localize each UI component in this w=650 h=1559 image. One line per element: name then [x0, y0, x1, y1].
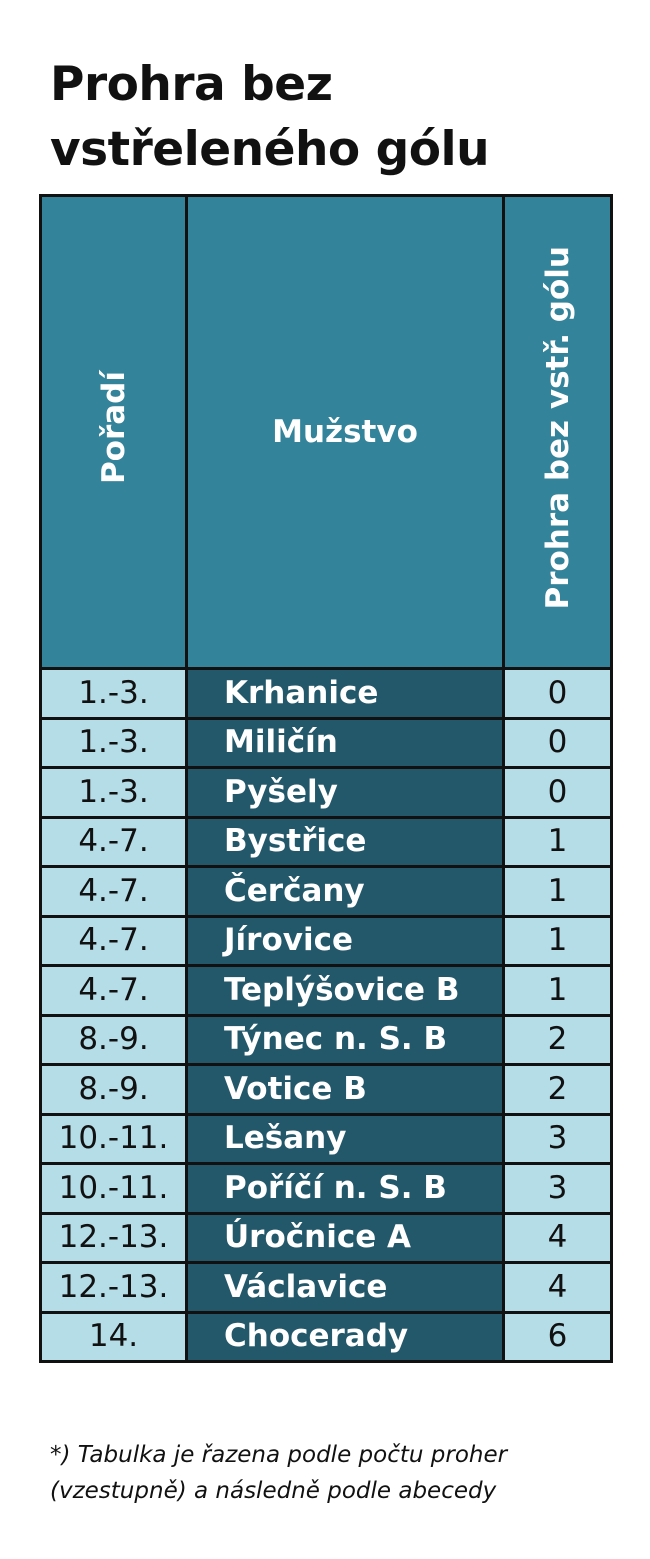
team-cell: Bystřice — [185, 815, 505, 868]
team-cell: Lešany — [185, 1112, 505, 1165]
rank-cell: 4.-7. — [39, 865, 188, 918]
value-cell: 0 — [502, 667, 613, 720]
column-header-rank: Pořadí — [39, 194, 188, 670]
team-cell: Poříčí n. S. B — [185, 1162, 505, 1215]
table-row: 4.-7. Čerčany 1 — [39, 865, 613, 918]
team-cell: Miličín — [185, 716, 505, 769]
column-header-team: Mužstvo — [185, 194, 505, 670]
team-cell: Pyšely — [185, 766, 505, 819]
rank-cell: 1.-3. — [39, 716, 188, 769]
rank-cell: 8.-9. — [39, 1063, 188, 1116]
value-cell: 4 — [502, 1211, 613, 1264]
table-row: 12.-13. Václavice 4 — [39, 1261, 613, 1314]
team-cell: Václavice — [185, 1261, 505, 1314]
value-cell: 1 — [502, 815, 613, 868]
value-cell: 4 — [502, 1261, 613, 1314]
rank-cell: 14. — [39, 1310, 188, 1363]
column-header-rank-label: Pořadí — [95, 371, 132, 485]
column-header-value-label: Prohra bez vstř. gólu — [539, 246, 576, 610]
rank-cell: 1.-3. — [39, 766, 188, 819]
table-body: 1.-3. Krhanice 0 1.-3. Miličín 0 1.-3. Pyšely 0 4… — [39, 667, 613, 1363]
value-cell: 3 — [502, 1162, 613, 1215]
value-cell: 0 — [502, 716, 613, 769]
rank-cell: 10.-11. — [39, 1112, 188, 1165]
standings-table: Pořadí Mužstvo Prohra bez vstř. gólu 1.-… — [39, 194, 613, 1363]
value-cell: 2 — [502, 1063, 613, 1116]
value-cell: 6 — [502, 1310, 613, 1363]
table-row: 1.-3. Pyšely 0 — [39, 766, 613, 819]
table-row: 10.-11. Lešany 3 — [39, 1112, 613, 1165]
value-cell: 0 — [502, 766, 613, 819]
table-row: 4.-7. Bystřice 1 — [39, 815, 613, 868]
value-cell: 3 — [502, 1112, 613, 1165]
rank-cell: 4.-7. — [39, 815, 188, 868]
team-cell: Týnec n. S. B — [185, 1013, 505, 1066]
team-cell: Čerčany — [185, 865, 505, 918]
team-cell: Chocerady — [185, 1310, 505, 1363]
table-row: 14. Chocerady 6 — [39, 1310, 613, 1363]
rank-cell: 10.-11. — [39, 1162, 188, 1215]
value-cell: 1 — [502, 964, 613, 1017]
column-header-value: Prohra bez vstř. gólu — [502, 194, 613, 670]
team-cell: Úročnice A — [185, 1211, 505, 1264]
footnote: *) Tabulka je řazena podle počtu proher … — [50, 1442, 508, 1504]
team-cell: Jírovice — [185, 914, 505, 967]
value-cell: 2 — [502, 1013, 613, 1066]
team-cell: Teplýšovice B — [185, 964, 505, 1017]
table-header-row: Pořadí Mužstvo Prohra bez vstř. gólu — [39, 194, 613, 670]
rank-cell: 4.-7. — [39, 914, 188, 967]
table-row: 4.-7. Jírovice 1 — [39, 914, 613, 967]
rank-cell: 4.-7. — [39, 964, 188, 1017]
value-cell: 1 — [502, 914, 613, 967]
table-row: 1.-3. Miličín 0 — [39, 716, 613, 769]
table-row: 1.-3. Krhanice 0 — [39, 667, 613, 720]
rank-cell: 12.-13. — [39, 1211, 188, 1264]
team-cell: Votice B — [185, 1063, 505, 1116]
value-cell: 1 — [502, 865, 613, 918]
page-title: Prohra bez vstřeleného gólu — [50, 57, 490, 177]
rank-cell: 8.-9. — [39, 1013, 188, 1066]
team-cell: Krhanice — [185, 667, 505, 720]
rank-cell: 1.-3. — [39, 667, 188, 720]
rank-cell: 12.-13. — [39, 1261, 188, 1314]
